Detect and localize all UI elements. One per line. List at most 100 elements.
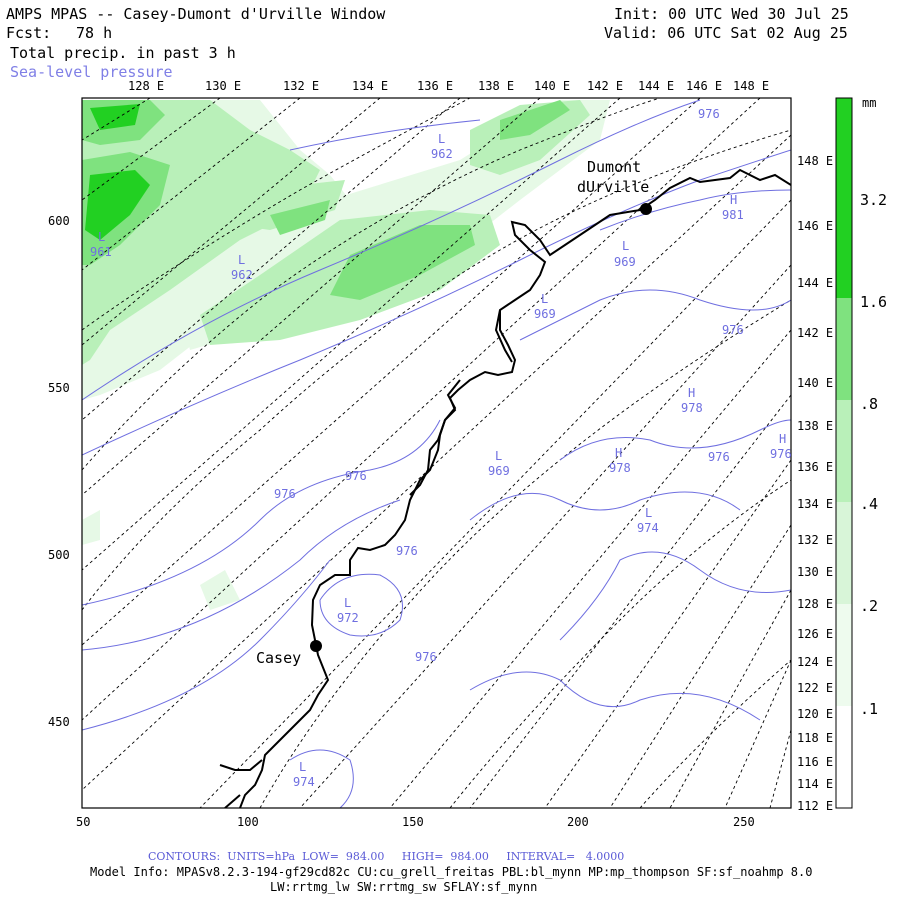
right-longitude-label: 114 E — [797, 777, 834, 791]
precip-area — [235, 180, 345, 230]
precip-area — [82, 510, 100, 545]
station-name-durville: dUrville — [577, 178, 650, 196]
right-longitude-label: 136 E — [797, 460, 834, 474]
station-name-casey: Casey — [256, 649, 302, 667]
y-tick-label: 500 — [48, 548, 70, 562]
right-longitude-label: 130 E — [797, 565, 834, 579]
isobar — [469, 671, 761, 721]
colorbar-level: 1.6 — [860, 293, 888, 311]
colorbar-level: .1 — [860, 700, 879, 718]
pressure-center-value: 969 — [534, 307, 556, 321]
pressure-center-value: 969 — [488, 464, 510, 478]
pressure-center-value: 962 — [231, 268, 253, 282]
x-tick-label: 50 — [76, 815, 91, 829]
pressure-center-value: 961 — [90, 245, 112, 259]
init-time: Init: 00 UTC Wed 30 Jul 25 — [614, 5, 849, 23]
x-tick-label: 250 — [733, 815, 755, 829]
pressure-center-type: L — [98, 230, 106, 244]
isobar — [469, 491, 741, 521]
precip-area — [270, 200, 330, 235]
x-tick-label: 100 — [237, 815, 259, 829]
top-longitude-label: 130 E — [205, 79, 242, 93]
right-longitude-label: 146 E — [797, 219, 834, 233]
longitude-line — [769, 729, 791, 808]
colorbar — [835, 97, 853, 809]
contour-label: 976 — [274, 487, 296, 501]
pressure-center-type: L — [344, 596, 352, 610]
top-longitude-label: 144 E — [638, 79, 675, 93]
forecast-value: 78 h — [76, 24, 113, 42]
pressure-center-value: 976 — [770, 447, 792, 461]
right-longitude-label: 142 E — [797, 326, 834, 340]
colorbar-segment — [836, 502, 852, 604]
valid-time: Valid: 06 UTC Sat 02 Aug 25 — [604, 24, 848, 42]
map-title: AMPS MPAS -- Casey-Dumont d'Urville Wind… — [6, 5, 386, 23]
isobar — [559, 419, 791, 461]
right-longitude-label: 148 E — [797, 154, 834, 168]
top-longitude-label: 140 E — [534, 79, 571, 93]
top-longitude-label: 134 E — [352, 79, 389, 93]
top-longitude-label: 142 E — [587, 79, 624, 93]
pressure-center-value: 978 — [609, 461, 631, 475]
top-longitude-label: 136 E — [417, 79, 454, 93]
coastline — [219, 168, 791, 808]
isobar — [82, 499, 401, 651]
y-tick-label: 600 — [48, 214, 70, 228]
latitude-circle — [449, 479, 791, 808]
colorbar-unit: mm — [862, 96, 877, 110]
pressure-center-type: H — [730, 193, 738, 207]
contour-label: 976 — [396, 544, 418, 558]
dumont-durville-station-marker — [640, 203, 652, 215]
model-info: Model Info: MPASv8.2.3-194-gf29cd82c CU:… — [90, 865, 813, 879]
right-longitude-label: 112 E — [797, 799, 834, 813]
colorbar-segment — [836, 400, 852, 502]
contour-label: 976 — [415, 650, 437, 664]
forecast-label: Fcst: — [6, 24, 52, 42]
right-longitude-label: 140 E — [797, 376, 834, 390]
longitude-line — [609, 524, 791, 808]
y-tick-label: 550 — [48, 381, 70, 395]
coastline-path — [409, 379, 461, 496]
longitude-line — [82, 98, 621, 571]
longitude-line — [82, 98, 541, 496]
right-longitude-label: 124 E — [797, 655, 834, 669]
top-longitude-label: 138 E — [478, 79, 515, 93]
precip-area — [470, 100, 590, 175]
pressure-center-value: 974 — [293, 775, 315, 789]
pressure-center-type: L — [438, 132, 446, 146]
pressure-center-value: 962 — [431, 147, 453, 161]
x-tick-label: 150 — [402, 815, 424, 829]
pressure-center-value: 969 — [614, 255, 636, 269]
isobar — [82, 419, 441, 606]
isobar — [82, 99, 701, 401]
field-description: Total precip. in past 3 h — [10, 44, 236, 62]
colorbar-level: .8 — [860, 395, 879, 413]
colorbar-level: .4 — [860, 495, 879, 513]
longitude-line — [299, 264, 791, 808]
top-longitude-label: 148 E — [733, 79, 770, 93]
colorbar-level: .2 — [860, 597, 879, 615]
right-longitude-label: 138 E — [797, 419, 834, 433]
isobar — [82, 149, 791, 456]
pressure-center-type: L — [495, 449, 503, 463]
pressure-center-type: L — [645, 506, 653, 520]
colorbar-segment — [836, 298, 852, 400]
x-tick-label: 200 — [567, 815, 589, 829]
precip-area — [200, 570, 240, 610]
right-longitude-label: 120 E — [797, 707, 834, 721]
longitude-line — [82, 98, 151, 141]
coastline-path — [219, 759, 263, 771]
station-name-dumont: Dumont — [587, 158, 642, 176]
longitude-line — [82, 98, 301, 271]
pressure-center-type: L — [238, 253, 246, 267]
longitude-line — [389, 329, 791, 808]
right-longitude-label: 134 E — [797, 497, 834, 511]
pressure-center-value: 978 — [681, 401, 703, 415]
longitude-line — [544, 459, 791, 808]
y-tick-label: 450 — [48, 715, 70, 729]
right-longitude-label: 116 E — [797, 755, 834, 769]
physics-info: LW:rrtmg_lw SW:rrtmg_sw SFLAY:sf_mynn — [270, 880, 538, 894]
isobar — [319, 573, 403, 637]
isobar — [559, 551, 791, 641]
